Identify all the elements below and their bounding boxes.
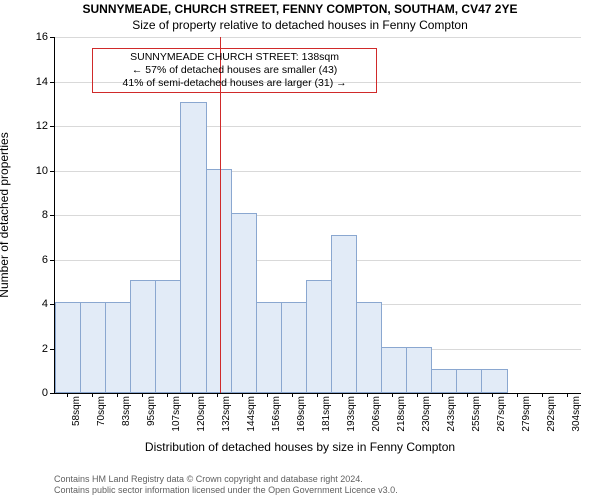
bar <box>180 102 207 393</box>
bar <box>105 302 132 393</box>
bar <box>331 235 358 393</box>
chart-title-sub: Size of property relative to detached ho… <box>0 18 600 32</box>
x-tick-mark <box>67 393 68 397</box>
y-tick-mark <box>50 215 54 216</box>
x-tick-mark <box>142 393 143 397</box>
grid-line <box>55 260 581 261</box>
annotation-line: ← 57% of detached houses are smaller (43… <box>98 64 372 77</box>
x-tick-mark <box>567 393 568 397</box>
y-tick-label: 12 <box>24 120 48 132</box>
y-tick-mark <box>50 349 54 350</box>
bar <box>80 302 107 393</box>
bar <box>306 280 333 393</box>
x-tick-mark <box>242 393 243 397</box>
bar <box>55 302 82 393</box>
x-tick-mark <box>392 393 393 397</box>
bar <box>130 280 157 393</box>
y-tick-label: 16 <box>24 31 48 43</box>
bar <box>381 347 408 394</box>
x-tick-mark <box>292 393 293 397</box>
x-tick-mark <box>192 393 193 397</box>
y-tick-label: 14 <box>24 76 48 88</box>
attrib-line-2: Contains public sector information licen… <box>54 485 398 496</box>
x-tick-mark <box>367 393 368 397</box>
x-axis-label: Distribution of detached houses by size … <box>0 440 600 454</box>
attribution: Contains HM Land Registry data © Crown c… <box>54 474 398 496</box>
annotation-box: SUNNYMEADE CHURCH STREET: 138sqm← 57% of… <box>92 48 378 93</box>
x-tick-mark <box>317 393 318 397</box>
grid-line <box>55 126 581 127</box>
y-tick-mark <box>50 82 54 83</box>
y-tick-label: 0 <box>24 387 48 399</box>
y-tick-mark <box>50 171 54 172</box>
y-tick-label: 6 <box>24 254 48 266</box>
bar <box>481 369 508 393</box>
y-tick-mark <box>50 126 54 127</box>
attrib-line-1: Contains HM Land Registry data © Crown c… <box>54 474 398 485</box>
x-tick-mark <box>492 393 493 397</box>
y-tick-label: 4 <box>24 298 48 310</box>
y-tick-mark <box>50 393 54 394</box>
grid-line <box>55 215 581 216</box>
bar <box>406 347 433 394</box>
annotation-line: SUNNYMEADE CHURCH STREET: 138sqm <box>98 51 372 64</box>
y-tick-mark <box>50 260 54 261</box>
y-tick-label: 2 <box>24 343 48 355</box>
y-axis-label: Number of detached properties <box>0 132 11 297</box>
x-tick-mark <box>442 393 443 397</box>
x-tick-mark <box>92 393 93 397</box>
x-tick-mark <box>217 393 218 397</box>
y-tick-label: 10 <box>24 165 48 177</box>
y-tick-label: 8 <box>24 209 48 221</box>
grid-line <box>55 171 581 172</box>
bar <box>256 302 283 393</box>
bar <box>155 280 182 393</box>
bar <box>206 169 233 394</box>
x-tick-mark <box>517 393 518 397</box>
bar <box>356 302 383 393</box>
plot-area: SUNNYMEADE CHURCH STREET: 138sqm← 57% of… <box>54 37 581 394</box>
x-tick-mark <box>417 393 418 397</box>
y-tick-mark <box>50 37 54 38</box>
y-tick-mark <box>50 304 54 305</box>
grid-line <box>55 37 581 38</box>
x-tick-mark <box>167 393 168 397</box>
bar <box>456 369 483 393</box>
bar <box>431 369 458 393</box>
x-tick-mark <box>342 393 343 397</box>
chart-container: SUNNYMEADE, CHURCH STREET, FENNY COMPTON… <box>0 0 600 500</box>
chart-title-main: SUNNYMEADE, CHURCH STREET, FENNY COMPTON… <box>0 2 600 16</box>
x-tick-mark <box>467 393 468 397</box>
bar <box>231 213 258 393</box>
x-tick-mark <box>542 393 543 397</box>
x-tick-mark <box>117 393 118 397</box>
annotation-line: 41% of semi-detached houses are larger (… <box>98 77 372 90</box>
bar <box>281 302 308 393</box>
x-tick-mark <box>267 393 268 397</box>
